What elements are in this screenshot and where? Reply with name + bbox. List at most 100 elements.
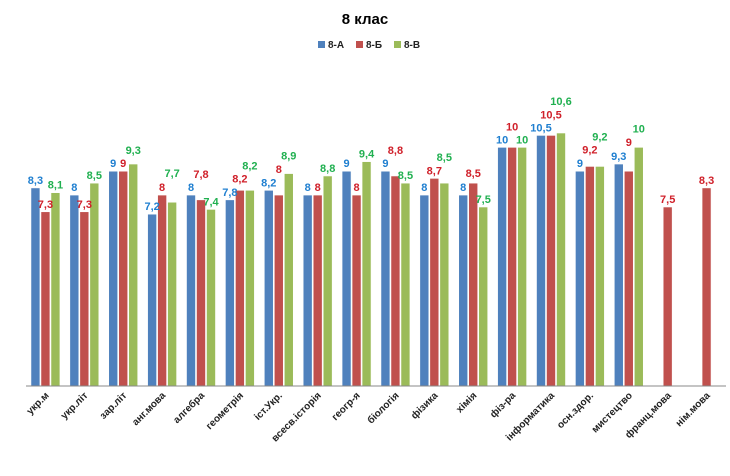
- data-label: 8: [276, 164, 282, 176]
- data-label: 10: [506, 121, 518, 133]
- legend-label: 8-Б: [366, 40, 382, 51]
- x-tick-label: хімія: [454, 390, 479, 415]
- data-label: 10,5: [540, 109, 561, 121]
- data-label: 8,5: [87, 170, 102, 182]
- bar: [546, 135, 556, 387]
- data-label: 8,2: [261, 177, 276, 189]
- x-tick-labels: укр.м укр.літ зар.літ анг.мова алгебрагеомет…: [25, 389, 713, 444]
- data-label: 9: [626, 137, 632, 149]
- bar: [507, 147, 517, 387]
- data-labels: 8,37,38,1 87,38,59 99,37,287,787,87,47,88,…: [28, 96, 714, 213]
- data-label: 9: [382, 158, 388, 170]
- data-label: 8,5: [398, 170, 413, 182]
- data-label: 10,6: [550, 96, 571, 108]
- x-tick-label: укр.літ: [59, 390, 91, 422]
- bar: [701, 187, 712, 387]
- data-label: 8: [315, 182, 321, 194]
- bar: [361, 161, 372, 387]
- bar: [167, 201, 177, 387]
- x-tick-label: геометрія: [204, 390, 246, 432]
- bar: [40, 211, 51, 387]
- bar: [390, 175, 401, 387]
- data-label: 8,8: [388, 145, 403, 157]
- data-label: 10: [496, 134, 508, 146]
- data-label: 9: [577, 158, 583, 170]
- data-label: 9: [120, 158, 126, 170]
- data-label: 7,8: [222, 187, 237, 199]
- bar: [575, 170, 585, 387]
- data-label: 10,5: [530, 122, 551, 134]
- bar: [556, 132, 566, 387]
- x-tick-label: зар.літ: [98, 390, 129, 421]
- x-tick-label: нім.мова: [674, 390, 713, 429]
- bar: [206, 209, 216, 387]
- bar: [662, 206, 673, 387]
- data-label: 8: [460, 182, 466, 194]
- legend-swatch: [394, 41, 401, 48]
- bar: [585, 166, 595, 387]
- bars: [30, 132, 712, 387]
- data-label: 8,2: [232, 173, 247, 185]
- bar: [633, 147, 644, 387]
- data-label: 8,7: [427, 165, 442, 177]
- bar: [69, 194, 80, 387]
- data-label: 8,1: [48, 180, 63, 192]
- legend-swatch: [356, 41, 363, 48]
- bar: [341, 170, 352, 387]
- data-label: 9: [343, 158, 349, 170]
- data-label: 9,2: [592, 131, 607, 143]
- data-label: 7,4: [203, 196, 219, 208]
- bar: [147, 213, 157, 387]
- x-tick-label: іст.Укр.: [252, 390, 285, 423]
- bar: [235, 189, 245, 387]
- x-tick-label: анг.мова: [130, 390, 168, 428]
- data-label: 10: [633, 123, 645, 135]
- x-tick-label: алгебра: [171, 389, 208, 426]
- data-label: 8,8: [320, 163, 335, 175]
- data-label: 10: [516, 134, 528, 146]
- bar: [157, 194, 167, 387]
- bar: [79, 211, 90, 387]
- bar: [458, 194, 469, 387]
- data-label: 7,2: [144, 201, 159, 213]
- legend-swatch: [318, 41, 325, 48]
- legend-label: 8-А: [328, 40, 344, 51]
- data-label: 7,5: [476, 194, 491, 206]
- data-label: 9,2: [582, 144, 597, 156]
- bar: [595, 166, 605, 387]
- data-label: 7,5: [660, 194, 675, 206]
- data-label: 7,7: [164, 168, 179, 180]
- bar: [380, 170, 391, 387]
- bar: [302, 194, 313, 387]
- data-label: 8: [353, 182, 359, 194]
- bar: [128, 163, 139, 387]
- bar: [118, 170, 129, 387]
- x-tick-label: осн.здор.: [555, 390, 596, 431]
- bar: [225, 199, 235, 387]
- data-label: 7,8: [193, 169, 208, 181]
- bar: [108, 170, 119, 387]
- data-label: 8,3: [28, 175, 43, 187]
- bar: [30, 187, 41, 387]
- data-label: 8,2: [242, 160, 257, 172]
- data-label: 7,3: [77, 199, 92, 211]
- legend: 8-А 8-Б 8-В: [318, 40, 420, 51]
- data-label: 8,9: [281, 151, 296, 163]
- bar: [50, 192, 61, 387]
- bar: [196, 199, 206, 387]
- data-label: 8: [421, 182, 427, 194]
- data-label: 9: [110, 158, 116, 170]
- bar: [478, 206, 489, 387]
- data-label: 8,5: [466, 168, 481, 180]
- bar: [273, 194, 284, 387]
- data-label: 9,3: [611, 151, 626, 163]
- bar: [400, 182, 411, 387]
- bar: [312, 194, 323, 387]
- bar: [429, 178, 440, 387]
- bar: [439, 182, 450, 387]
- chart-title: 8 клас: [342, 11, 388, 28]
- bar: [623, 170, 634, 387]
- data-label: 8,5: [437, 152, 452, 164]
- bar: [468, 182, 479, 387]
